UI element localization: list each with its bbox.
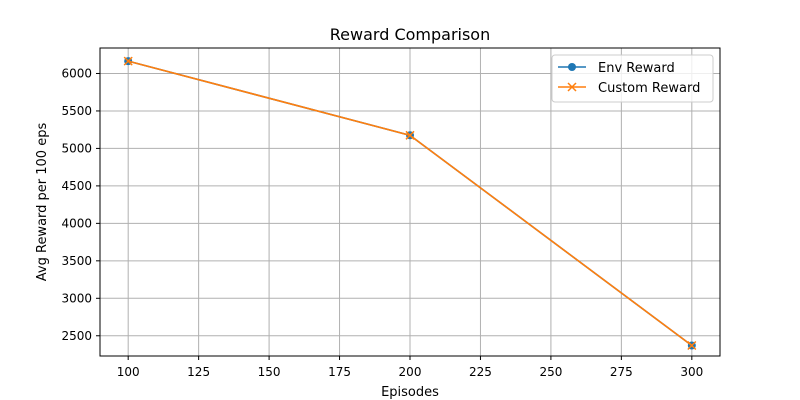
x-tick-label: 225 [469, 365, 492, 379]
data-point-marker [687, 340, 697, 351]
data-point-marker [123, 56, 133, 66]
x-tick-label: 300 [680, 365, 703, 379]
y-tick-label: 4500 [61, 179, 92, 193]
series-layer [123, 56, 697, 351]
legend: Env Reward Custom Reward [551, 54, 714, 103]
y-tick-label: 3000 [61, 291, 92, 305]
legend-marker [567, 82, 577, 92]
x-tick-label: 175 [328, 365, 351, 379]
x-tick-label: 275 [610, 365, 633, 379]
y-tick-label: 5000 [61, 141, 92, 155]
y-tick-label: 3500 [61, 254, 92, 268]
y-axis-label: Avg Reward per 100 eps [35, 123, 50, 282]
legend-item: Custom Reward [558, 81, 700, 96]
x-tick-label: 200 [399, 365, 422, 379]
legend-label: Env Reward [598, 61, 675, 76]
y-tick-label: 5500 [61, 104, 92, 118]
y-tick-label: 4000 [61, 216, 92, 230]
x-tick-label: 125 [187, 365, 210, 379]
x-tick-label: 150 [258, 365, 281, 379]
x-tick-label: 250 [539, 365, 562, 379]
x-axis-label: Episodes [381, 385, 439, 400]
x-tick-label: 100 [117, 365, 140, 379]
legend-item: Env Reward [558, 61, 675, 76]
data-point-marker [405, 130, 415, 140]
y-axis: 2500 3000 3500 4000 4500 5000 5500 6000 [61, 66, 100, 343]
legend-marker [568, 63, 576, 71]
legend-label: Custom Reward [598, 81, 700, 96]
x-axis: 100 125 150 175 200 225 250 275 300 [117, 356, 703, 379]
chart-title: Reward Comparison [330, 25, 490, 44]
legend-box [551, 54, 714, 103]
y-tick-label: 6000 [61, 66, 92, 80]
series-1 [123, 56, 697, 351]
y-tick-label: 2500 [61, 329, 92, 343]
